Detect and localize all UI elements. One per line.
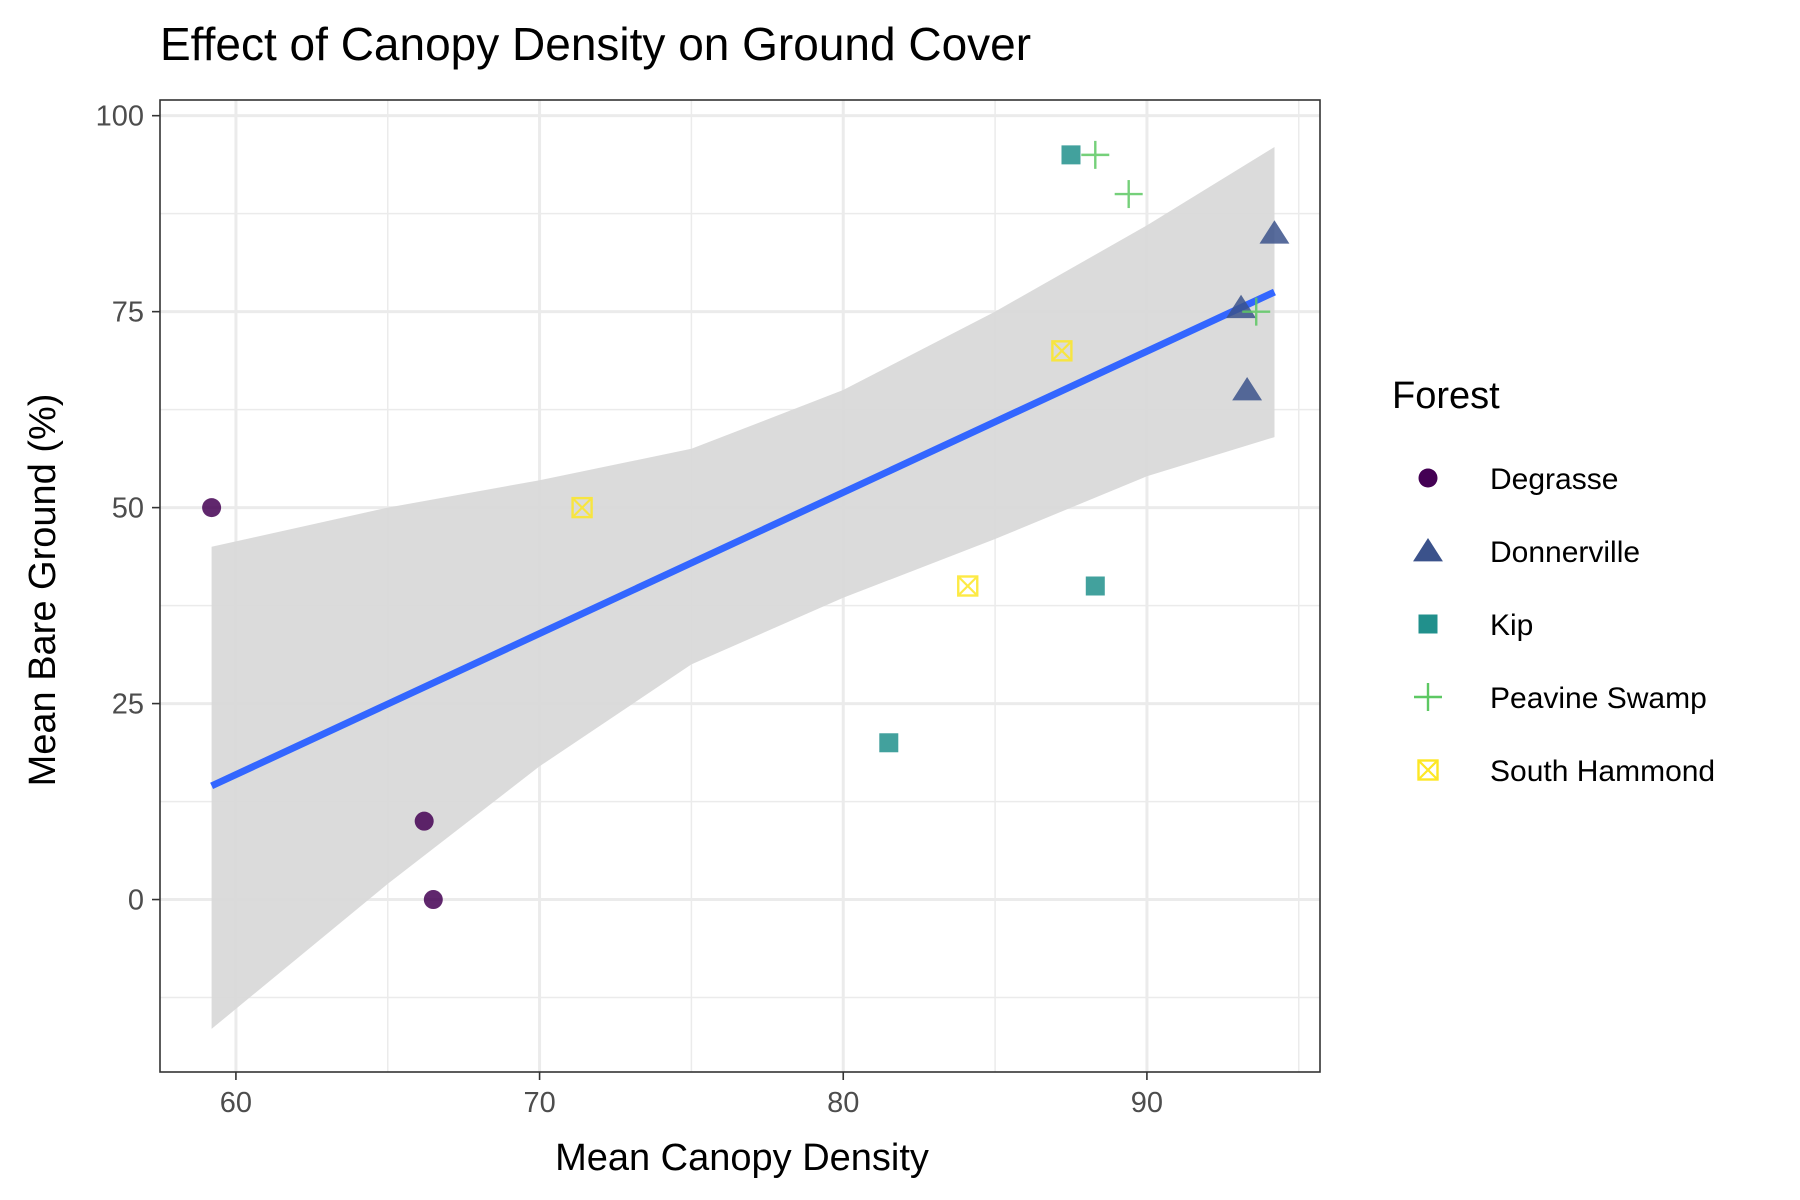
data-point-degrasse [423,890,443,910]
y-tick-label: 50 [112,493,144,525]
data-point-donnerville [1259,220,1290,244]
trend-line [210,288,1276,790]
data-point-kip [1061,145,1081,165]
legend-key-degrasse [1418,468,1438,488]
y-tick-label: 75 [112,297,144,329]
y-tick-label: 0 [128,885,144,917]
chart-title: Effect of Canopy Density on Ground Cover [160,18,1031,70]
x-tick-label: 80 [827,1087,859,1119]
legend-key-peavine-swamp [1414,683,1442,711]
y-axis-title: Mean Bare Ground (%) [22,394,64,787]
legend-label-kip: Kip [1490,609,1533,642]
data-point-peavine-swamp [1114,180,1143,209]
data-point-peavine-swamp [1081,140,1110,169]
trend-line-layer [210,288,1276,790]
x-axis-title: Mean Canopy Density [555,1137,929,1179]
legend-key-donnerville [1413,538,1443,562]
legend-key-kip [1418,614,1438,634]
confidence-band-layer [211,147,1275,1029]
data-point-kip [1085,576,1105,596]
data-point-south-hammond [957,575,979,597]
confidence-band [211,147,1275,1029]
legend-label-south-hammond: South Hammond [1490,755,1715,788]
data-point-south-hammond [1051,340,1073,362]
x-tick-label: 60 [220,1087,252,1119]
legend-title: Forest [1392,375,1500,417]
legend-items: Degrasse Donnerville Kip Peavine Swamp South… [1413,463,1715,788]
y-tick-label: 25 [112,689,144,721]
axis-ticks: 60 70 80 90 0 25 50 75 100 [96,101,1163,1119]
legend: Forest Degrasse Donnerville Kip Peavine Swa… [1392,375,1715,788]
legend-label-peavine-swamp: Peavine Swamp [1490,682,1707,715]
x-tick-label: 90 [1131,1087,1163,1119]
legend-key-south-hammond [1417,759,1439,781]
x-tick-label: 70 [523,1087,555,1119]
data-point-south-hammond [571,496,593,519]
data-point-donnerville [1232,377,1263,401]
legend-label-donnerville: Donnerville [1490,536,1640,569]
data-point-peavine-swamp [1242,297,1271,326]
data-point-degrasse [414,811,434,831]
legend-label-degrasse: Degrasse [1490,463,1618,496]
data-points [202,140,1290,910]
plot-panel-border [159,99,1321,1073]
data-point-degrasse [202,498,222,518]
y-tick-label: 100 [96,101,144,133]
data-point-kip [879,733,899,753]
